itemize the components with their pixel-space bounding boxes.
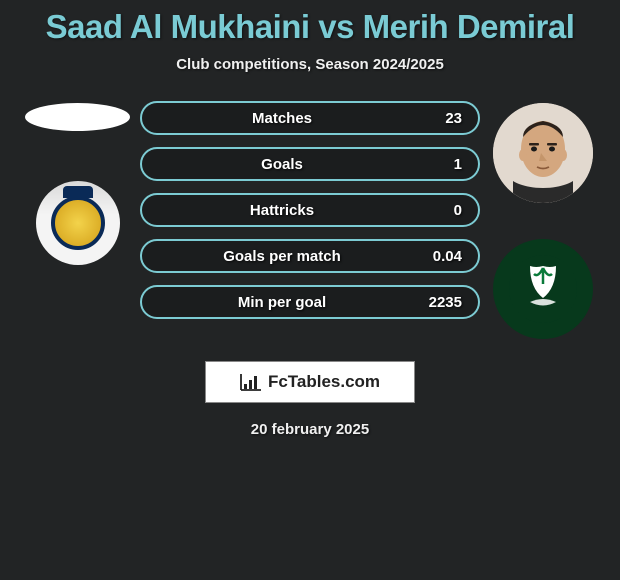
- stat-label: Matches: [142, 110, 422, 127]
- stat-value-right: 0: [422, 202, 462, 219]
- content-row: Matches 23 Goals 1 Hattricks 0 Goals per…: [0, 101, 620, 339]
- left-player-avatar-placeholder: [25, 103, 130, 131]
- stat-label: Hattricks: [142, 202, 422, 219]
- right-club-logo: [493, 239, 593, 339]
- brand-text: FcTables.com: [268, 372, 380, 392]
- stat-label: Goals: [142, 156, 422, 173]
- stat-row-matches: Matches 23: [140, 101, 480, 135]
- brand-watermark: FcTables.com: [205, 361, 415, 403]
- stat-value-right: 2235: [422, 294, 462, 311]
- stat-row-gpm: Goals per match 0.04: [140, 239, 480, 273]
- comparison-infographic: Saad Al Mukhaini vs Merih Demiral Club c…: [0, 0, 620, 580]
- date-text: 20 february 2025: [0, 421, 620, 438]
- crown-icon: [63, 186, 93, 198]
- right-player-column: [490, 101, 595, 339]
- stat-row-goals: Goals 1: [140, 147, 480, 181]
- left-player-column: [25, 101, 130, 265]
- stat-value-right: 23: [422, 110, 462, 127]
- stat-value-right: 0.04: [422, 248, 462, 265]
- al-ahli-badge-icon: [508, 254, 578, 324]
- stat-label: Min per goal: [142, 294, 422, 311]
- al-nassr-badge-icon: [51, 196, 105, 250]
- stats-column: Matches 23 Goals 1 Hattricks 0 Goals per…: [140, 101, 480, 319]
- player-face-icon: [493, 103, 593, 203]
- bar-chart-icon: [240, 373, 262, 391]
- stat-row-hattricks: Hattricks 0: [140, 193, 480, 227]
- stat-value-right: 1: [422, 156, 462, 173]
- page-title: Saad Al Mukhaini vs Merih Demiral: [0, 8, 620, 46]
- stat-label: Goals per match: [142, 248, 422, 265]
- page-subtitle: Club competitions, Season 2024/2025: [0, 56, 620, 73]
- left-club-logo: [36, 181, 120, 265]
- right-player-avatar: [493, 103, 593, 203]
- stat-row-mpg: Min per goal 2235: [140, 285, 480, 319]
